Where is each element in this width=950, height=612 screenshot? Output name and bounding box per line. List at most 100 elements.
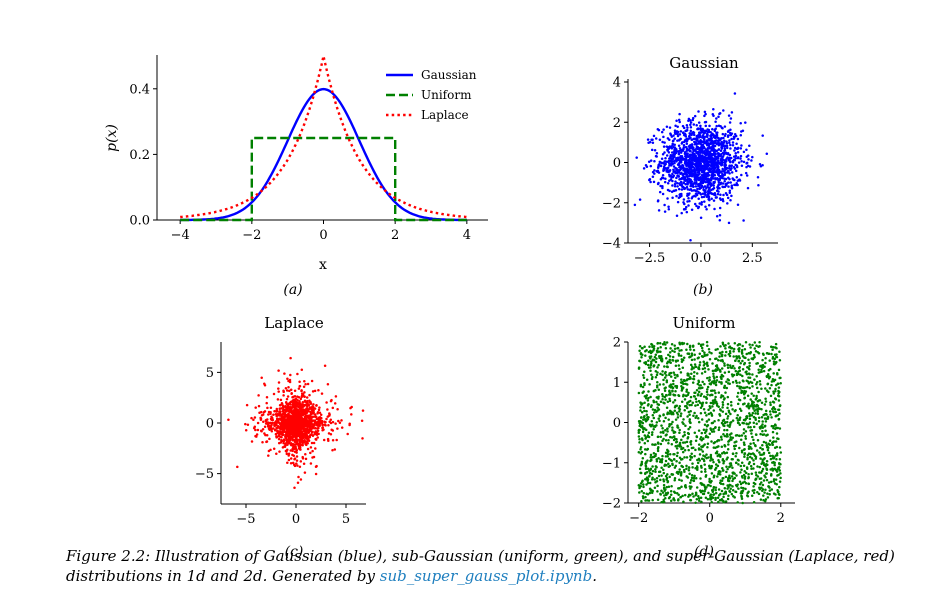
scatter-point	[666, 160, 670, 164]
scatter-point	[678, 342, 681, 345]
scatter-point	[727, 342, 730, 345]
scatter-point	[703, 370, 707, 373]
scatter-point	[256, 421, 260, 425]
scatter-point	[689, 129, 693, 133]
scatter-point	[653, 486, 657, 489]
scatter-point	[277, 437, 281, 441]
scatter-point	[718, 161, 722, 164]
scatter-point	[779, 472, 782, 475]
scatter-point	[778, 465, 781, 469]
scatter-point	[772, 436, 775, 439]
scatter-point	[361, 409, 365, 412]
scatter-point	[653, 408, 657, 412]
scatter-point	[700, 169, 704, 172]
scatter-point	[647, 499, 651, 502]
scatter-point	[737, 366, 741, 370]
scatter-point	[668, 475, 671, 479]
scatter-point	[660, 357, 664, 360]
scatter-point	[677, 118, 681, 122]
scatter-point	[645, 460, 648, 463]
scatter-point	[280, 433, 283, 436]
scatter-point	[688, 472, 691, 475]
scatter-point	[678, 182, 681, 185]
scatter-point	[727, 221, 731, 225]
scatter-point	[643, 345, 646, 349]
scatter-point	[272, 413, 275, 417]
scatter-point	[334, 422, 337, 425]
scatter-point	[642, 496, 645, 500]
scatter-point	[678, 120, 681, 124]
scatter-point	[680, 485, 683, 489]
scatter-point	[670, 190, 674, 194]
scatter-point	[320, 392, 324, 395]
scatter-point	[694, 439, 698, 442]
scatter-point	[708, 466, 711, 470]
scatter-point	[676, 426, 680, 429]
scatter-point	[321, 423, 324, 427]
scatter-point	[735, 440, 738, 443]
scatter-point	[672, 430, 676, 433]
scatter-point	[750, 403, 753, 406]
scatter-point	[657, 354, 661, 358]
scatter-point	[754, 444, 757, 448]
scatter-point	[298, 385, 301, 388]
x-tick-label: 2.5	[742, 251, 763, 266]
scatter-point	[312, 441, 316, 445]
scatter-point	[674, 418, 678, 421]
scatter-point	[710, 142, 713, 145]
scatter-point	[642, 483, 645, 486]
scatter-point	[708, 477, 711, 481]
scatter-point	[686, 372, 689, 375]
scatter-point	[678, 456, 682, 459]
scatter-point	[727, 382, 730, 385]
scatter-point	[777, 461, 781, 465]
scatter-point	[309, 402, 313, 406]
scatter-point	[711, 128, 714, 131]
scatter-point	[748, 421, 752, 424]
scatter-point	[328, 413, 331, 416]
scatter-point	[708, 150, 711, 153]
scatter-point	[737, 350, 741, 353]
scatter-point	[279, 435, 282, 438]
scatter-point	[656, 435, 660, 439]
scatter-point	[308, 393, 311, 397]
scatter-point	[637, 431, 641, 434]
scatter-point	[304, 457, 308, 461]
scatter-point	[710, 464, 714, 468]
scatter-point	[296, 395, 299, 398]
scatter-point	[720, 157, 723, 161]
scatter-point	[716, 168, 719, 171]
legend-label-laplace: Laplace	[421, 108, 469, 122]
scatter-point	[762, 458, 765, 461]
scatter-point	[746, 495, 750, 498]
scatter-point	[698, 163, 702, 167]
scatter-point	[692, 123, 696, 126]
scatter-point	[699, 344, 703, 348]
scatter-point	[290, 442, 294, 446]
scatter-point	[703, 155, 706, 158]
scatter-point	[664, 347, 668, 350]
scatter-point	[716, 189, 719, 193]
scatter-point	[718, 369, 722, 372]
scatter-point	[681, 141, 684, 144]
scatter-point	[725, 433, 729, 436]
scatter-point	[768, 439, 772, 443]
scatter-point	[299, 478, 303, 481]
scatter-point	[742, 160, 746, 164]
scatter-point	[755, 449, 759, 452]
scatter-point	[705, 167, 708, 171]
scatter-point	[693, 167, 696, 170]
scatter-point	[775, 432, 779, 435]
scatter-point	[293, 395, 297, 398]
scatter-point	[730, 492, 734, 496]
scatter-point	[660, 161, 663, 164]
scatter-point	[649, 369, 652, 373]
scatter-point	[665, 485, 669, 489]
scatter-point	[746, 186, 750, 190]
scatter-point	[775, 452, 779, 455]
scatter-point	[765, 374, 769, 378]
scatter-point	[277, 369, 280, 372]
scatter-point	[695, 389, 699, 392]
scatter-point	[676, 499, 680, 502]
scatter-point	[723, 397, 726, 400]
